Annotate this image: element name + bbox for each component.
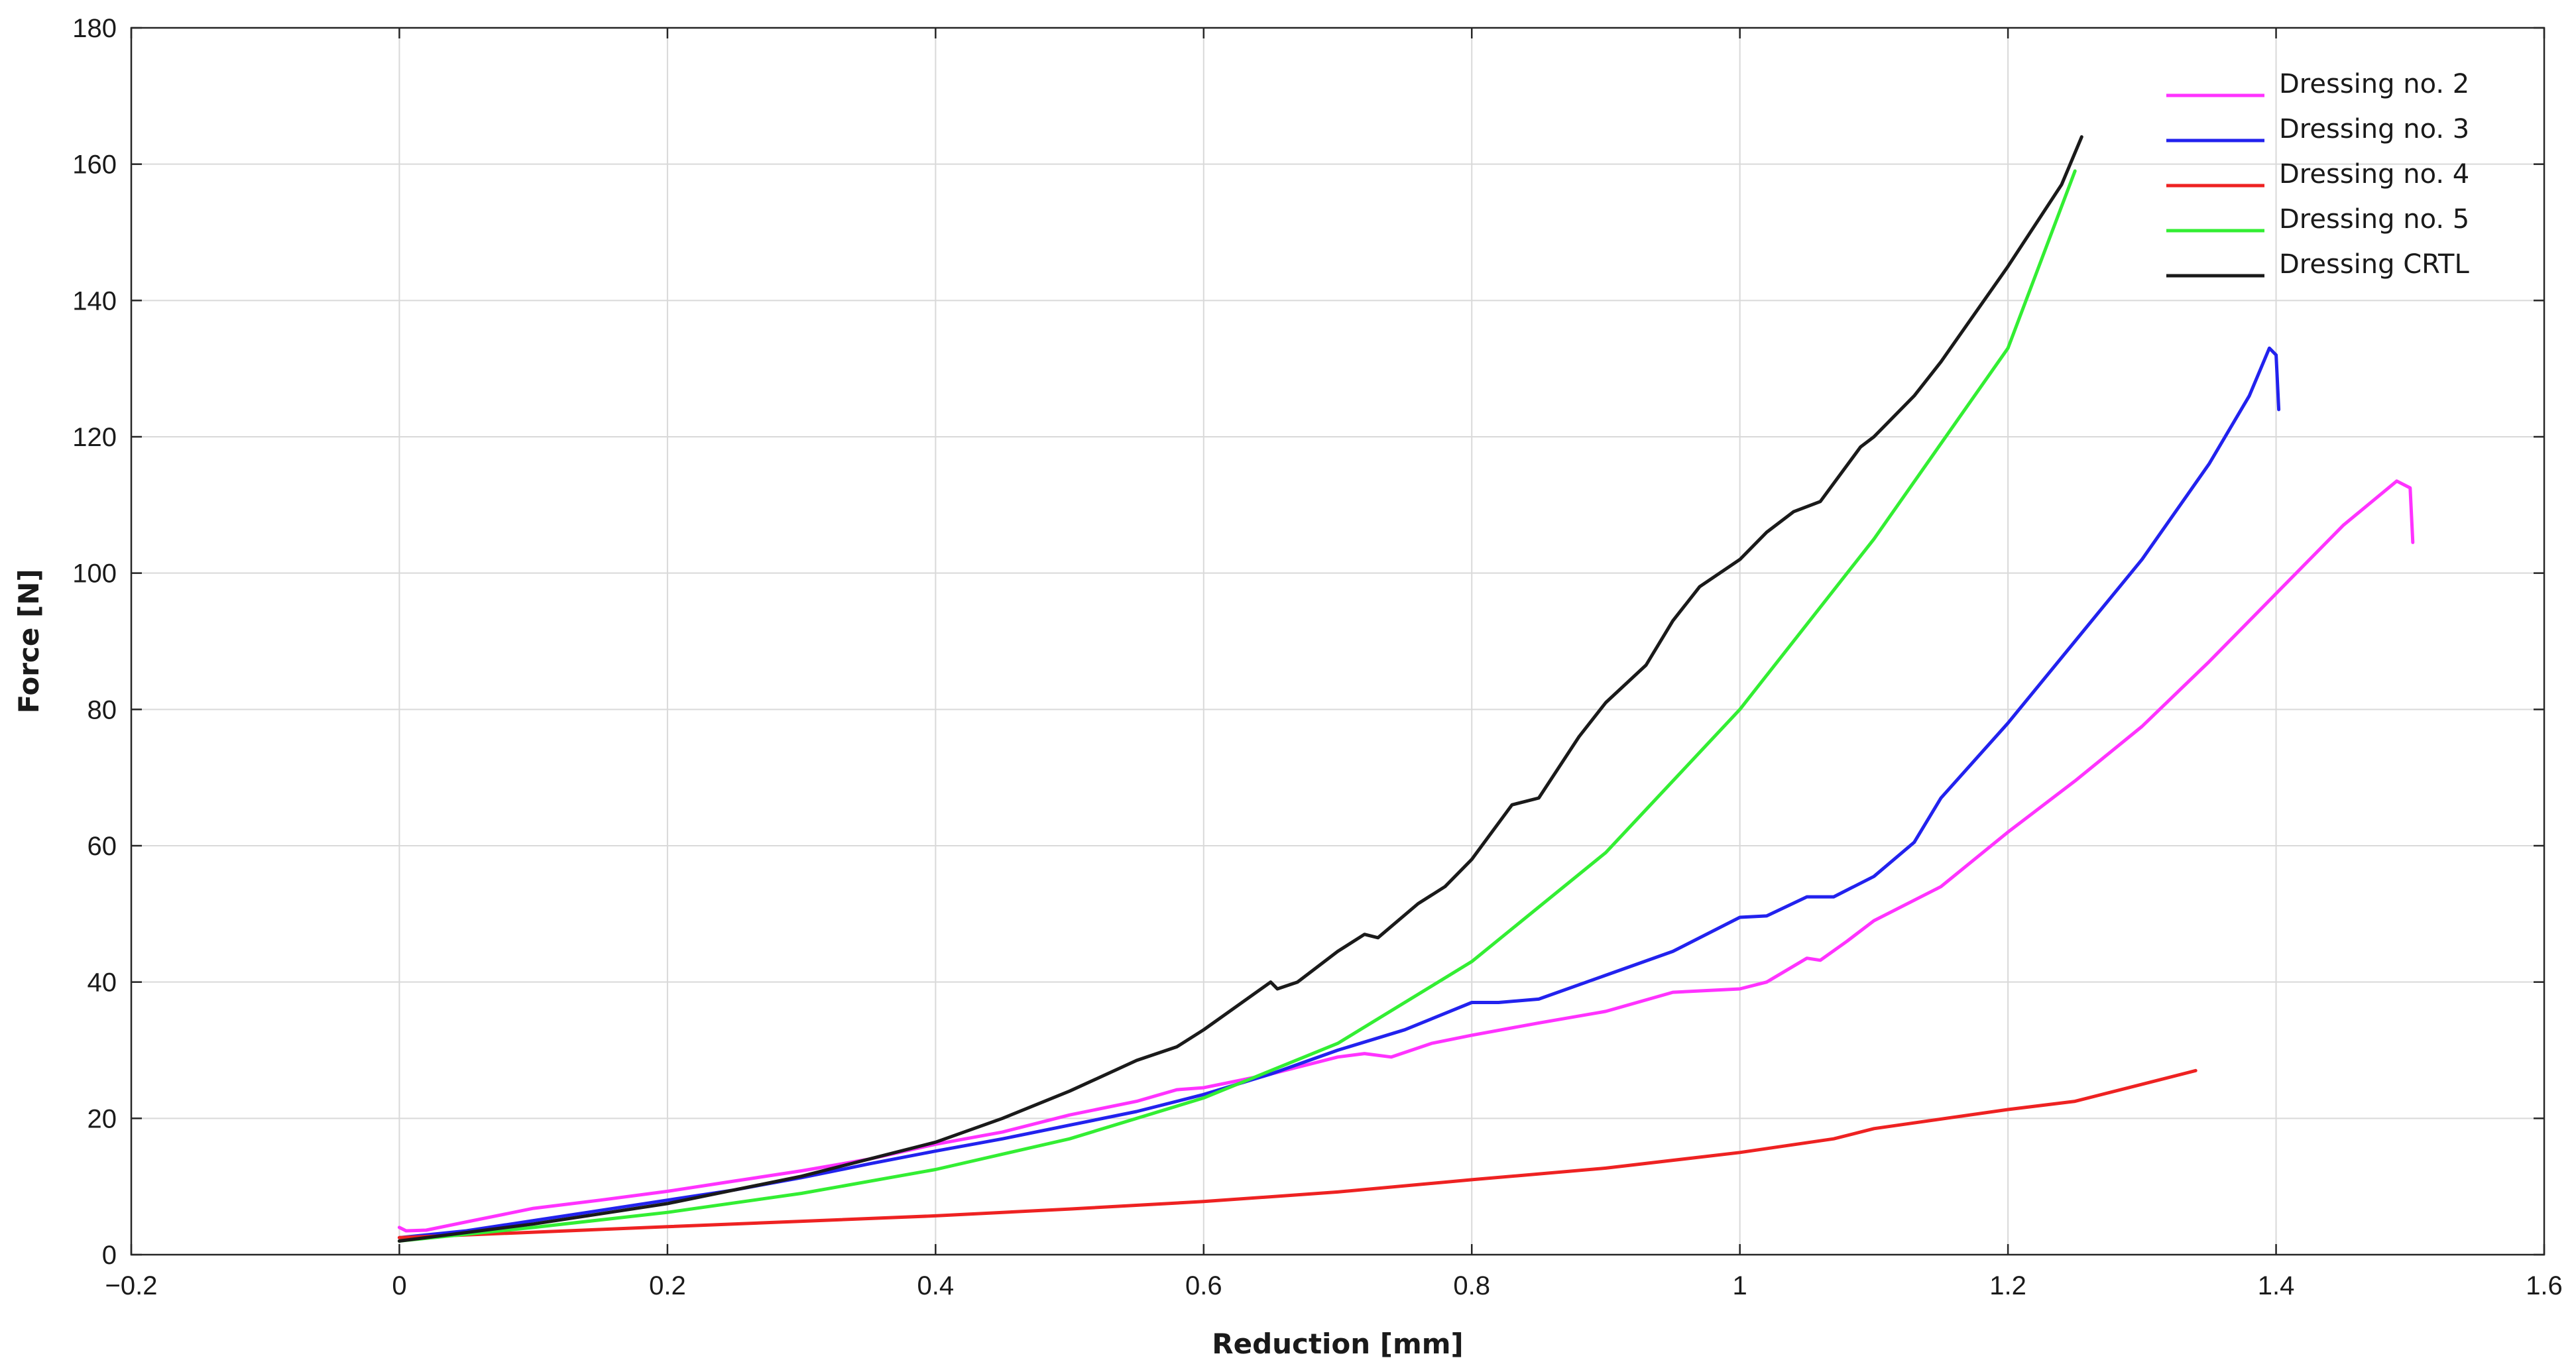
legend-label: Dressing no. 2 [2279, 69, 2469, 99]
y-tick-label: 60 [88, 832, 117, 861]
y-axis-title: Force [N] [13, 569, 45, 713]
legend-label: Dressing no. 4 [2279, 159, 2469, 190]
y-tick-label: 100 [72, 559, 117, 589]
legend: Dressing no. 2 Dressing no. 3 Dressing no.… [2166, 69, 2469, 280]
x-tick-label: 0.4 [917, 1271, 955, 1300]
series-lines [397, 135, 2415, 1243]
x-tick-label: 0.2 [649, 1271, 686, 1300]
x-tick-label: 1.6 [2526, 1271, 2563, 1300]
x-tick-label: 1 [1733, 1271, 1747, 1300]
legend-label: Dressing no. 3 [2279, 114, 2469, 144]
axis-ticks: −0.2 0 0.2 0.4 0.6 0.8 1 1.2 1.4 1.60204060801001… [72, 14, 2563, 1300]
y-tick-label: 120 [72, 423, 117, 452]
y-tick-label: 180 [72, 14, 117, 43]
y-tick-label: 0 [102, 1241, 117, 1270]
series-line [397, 135, 2083, 1243]
x-tick-label: 0.8 [1453, 1271, 1490, 1300]
y-tick-label: 80 [88, 695, 117, 724]
plot-frame [130, 27, 2546, 1256]
x-tick-label: 1.2 [1989, 1271, 2026, 1300]
y-tick-label: 20 [88, 1104, 117, 1133]
y-tick-label: 140 [72, 286, 117, 315]
series-line [397, 1068, 2197, 1239]
legend-label: Dressing no. 5 [2279, 204, 2469, 235]
legend-label: Dressing CRTL [2279, 249, 2469, 280]
y-tick-label: 40 [88, 968, 117, 998]
x-tick-label: −0.2 [105, 1271, 158, 1300]
x-tick-label: 0.6 [1185, 1271, 1222, 1300]
series-line [397, 169, 2077, 1243]
series-line [397, 479, 2415, 1233]
y-tick-label: 160 [72, 150, 117, 180]
x-tick-label: 1.4 [2258, 1271, 2295, 1300]
x-axis-title: Reduction [mm] [1212, 1328, 1463, 1360]
x-tick-label: 0 [392, 1271, 406, 1300]
